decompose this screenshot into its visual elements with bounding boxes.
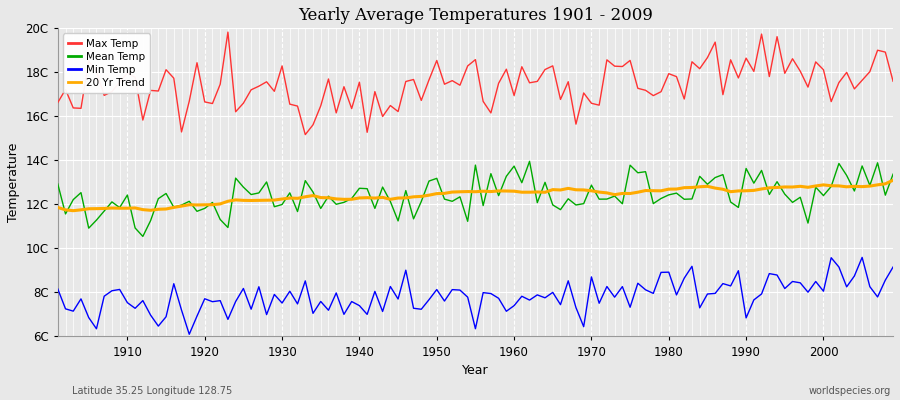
Title: Yearly Average Temperatures 1901 - 2009: Yearly Average Temperatures 1901 - 2009 <box>298 7 652 24</box>
Text: worldspecies.org: worldspecies.org <box>809 386 891 396</box>
X-axis label: Year: Year <box>462 364 489 377</box>
Text: Latitude 35.25 Longitude 128.75: Latitude 35.25 Longitude 128.75 <box>72 386 232 396</box>
Y-axis label: Temperature: Temperature <box>7 143 20 222</box>
Legend: Max Temp, Mean Temp, Min Temp, 20 Yr Trend: Max Temp, Mean Temp, Min Temp, 20 Yr Tre… <box>63 34 150 93</box>
